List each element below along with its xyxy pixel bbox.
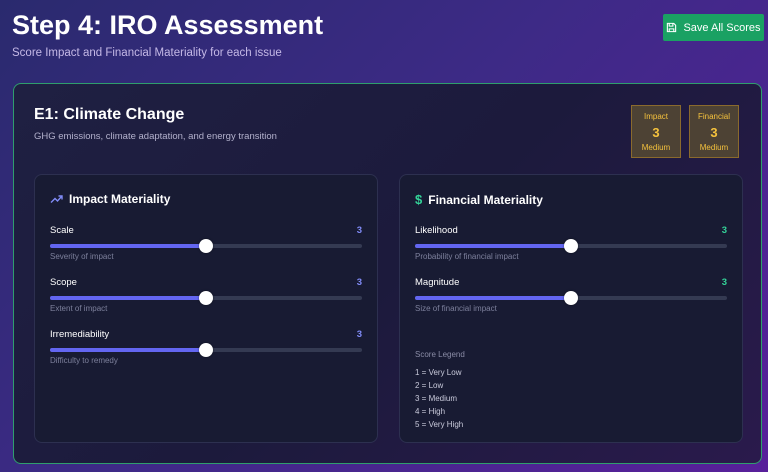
legend-item: 5 = Very High (415, 420, 464, 429)
scope-slider-group: Scope 3 Extent of impact (50, 277, 362, 313)
impact-panel-title: Impact Materiality (69, 192, 171, 206)
slider-thumb[interactable] (199, 239, 213, 253)
financial-score-badge: Financial 3 Medium (689, 105, 739, 158)
impact-score-badge: Impact 3 Medium (631, 105, 681, 158)
irremediability-slider-group: Irremediability 3 Difficulty to remedy (50, 329, 362, 365)
slider-label: Irremediability (50, 329, 110, 340)
page-subtitle: Score Impact and Financial Materiality f… (12, 47, 282, 59)
slider-value: 3 (721, 277, 727, 288)
slider-fill (415, 244, 571, 248)
issue-description: GHG emissions, climate adaptation, and e… (34, 131, 277, 142)
badge-score: 3 (652, 125, 660, 140)
scale-slider-group: Scale 3 Severity of impact (50, 225, 362, 261)
save-button-label: Save All Scores (683, 21, 761, 34)
save-icon (667, 22, 677, 33)
issue-card: E1: Climate Change GHG emissions, climat… (13, 83, 762, 464)
save-all-scores-button[interactable]: Save All Scores (663, 14, 764, 41)
financial-panel-header: $ Financial Materiality (415, 192, 543, 207)
slider-hint: Extent of impact (50, 304, 108, 313)
dollar-icon: $ (415, 192, 423, 207)
slider-thumb[interactable] (564, 239, 578, 253)
slider-hint: Severity of impact (50, 252, 114, 261)
scope-slider[interactable] (50, 291, 362, 305)
likelihood-slider-group: Likelihood 3 Probability of financial im… (415, 225, 727, 261)
slider-label: Scale (50, 225, 74, 236)
badge-label: Financial (697, 112, 730, 121)
slider-fill (50, 296, 206, 300)
slider-label: Magnitude (415, 277, 460, 288)
irremediability-slider[interactable] (50, 343, 362, 357)
slider-thumb[interactable] (564, 291, 578, 305)
magnitude-slider[interactable] (415, 291, 727, 305)
page-title: Step 4: IRO Assessment (12, 10, 324, 40)
financial-materiality-panel: $ Financial Materiality Likelihood 3 Pro… (399, 174, 743, 443)
slider-value: 3 (721, 225, 727, 236)
slider-hint: Probability of financial impact (415, 252, 519, 261)
legend-item: 4 = High (415, 407, 446, 416)
issue-title: E1: Climate Change (34, 106, 185, 123)
slider-label: Likelihood (415, 225, 458, 236)
slider-hint: Difficulty to remedy (50, 356, 118, 365)
likelihood-slider[interactable] (415, 239, 727, 253)
slider-value: 3 (356, 329, 362, 340)
badge-label: Impact (643, 112, 668, 121)
legend-item: 2 = Low (415, 381, 444, 390)
impact-materiality-panel: Impact Materiality Scale 3 Severity of i… (34, 174, 378, 443)
slider-value: 3 (356, 225, 362, 236)
legend-item: 3 = Medium (415, 394, 458, 403)
legend-title: Score Legend (415, 350, 465, 359)
slider-fill (50, 244, 206, 248)
slider-label: Scope (50, 277, 77, 288)
slider-thumb[interactable] (199, 343, 213, 357)
slider-fill (415, 296, 571, 300)
scale-slider[interactable] (50, 239, 362, 253)
trending-up-icon (50, 195, 63, 203)
legend-item: 1 = Very Low (415, 368, 462, 377)
slider-fill (50, 348, 206, 352)
badge-level: Medium (699, 143, 729, 152)
financial-panel-title: Financial Materiality (428, 192, 543, 207)
score-legend: Score Legend 1 = Very Low 2 = Low 3 = Me… (415, 350, 465, 431)
slider-thumb[interactable] (199, 291, 213, 305)
magnitude-slider-group: Magnitude 3 Size of financial impact (415, 277, 727, 313)
impact-panel-header: Impact Materiality (50, 192, 170, 206)
slider-hint: Size of financial impact (415, 304, 497, 313)
badge-score: 3 (710, 125, 718, 140)
badge-level: Medium (641, 143, 671, 152)
slider-value: 3 (356, 277, 362, 288)
